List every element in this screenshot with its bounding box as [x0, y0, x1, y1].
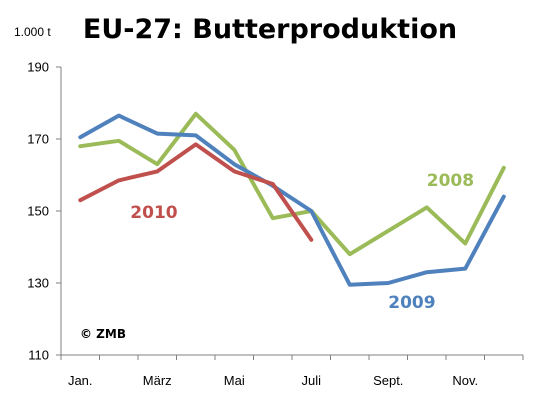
series-line-2009	[78, 113, 506, 287]
series-label-2009: 2009	[388, 293, 435, 313]
y-tick-label: 190	[27, 60, 49, 75]
x-tick-label: Nov.	[452, 373, 478, 388]
unit-label: 1.000 t	[14, 25, 51, 39]
series-label-2010: 2010	[130, 203, 177, 223]
y-tick-label: 130	[27, 276, 49, 291]
source-label: © ZMB	[80, 327, 126, 341]
y-tick-label: 110	[28, 348, 49, 363]
y-axis: 110 130 150 170 190	[27, 60, 62, 363]
x-tick-label: Sept.	[373, 373, 403, 388]
x-axis: Jan. März Mai Juli Sept. Nov.	[60, 354, 524, 388]
series-labels: 2008 2009 2010	[130, 171, 474, 313]
series-label-2008: 2008	[427, 171, 474, 191]
x-tick-label: Juli	[301, 373, 321, 388]
x-tick-label: Mai	[224, 373, 245, 388]
x-tick-label: Jan.	[68, 373, 93, 388]
y-tick-label: 170	[27, 132, 49, 147]
y-tick-label: 150	[27, 204, 49, 219]
series-lines	[78, 111, 506, 287]
x-tick-label: März	[143, 373, 172, 388]
series-line-2010	[78, 142, 314, 242]
chart-title: EU-27: Butterproduktion	[83, 14, 457, 45]
